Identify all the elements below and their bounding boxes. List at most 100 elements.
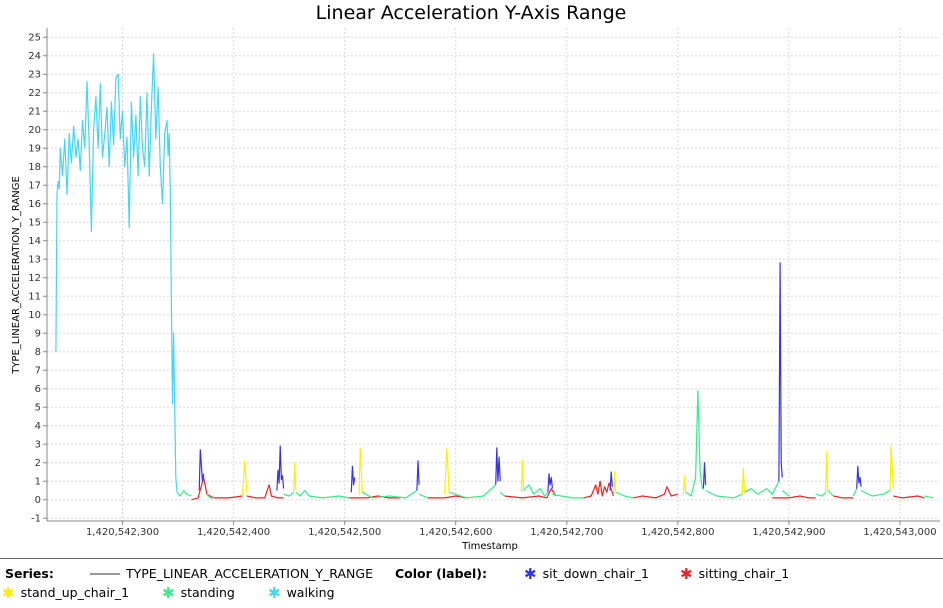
axes: -101234567891011121314151617181920212223… xyxy=(28,28,940,538)
y-tick-label: 3 xyxy=(35,440,41,451)
x-tick-label: 1,420,542,300 xyxy=(86,527,159,538)
y-tick-label: 14 xyxy=(28,236,41,247)
y-tick-label: 6 xyxy=(35,384,41,395)
chart: Linear Acceleration Y-Axis Range -101234… xyxy=(11,2,940,552)
series-sitting-chair-1 xyxy=(191,476,925,501)
y-tick-label: 12 xyxy=(28,273,41,284)
y-tick-label: 4 xyxy=(35,421,41,432)
series-line-segment xyxy=(362,490,418,499)
series-line-segment xyxy=(705,489,743,499)
y-tick-label: 17 xyxy=(28,181,41,192)
series-line-segment xyxy=(583,480,615,499)
y-tick-label: 2 xyxy=(35,458,41,469)
legend-series-name: TYPE_LINEAR_ACCELERATION_Y_RANGE xyxy=(126,566,373,581)
y-tick-label: 15 xyxy=(28,218,41,229)
legend-label-stand-up-chair-1: ✱ stand_up_chair_1 xyxy=(2,585,129,600)
y-tick-label: 13 xyxy=(28,255,41,266)
series-line-segment xyxy=(428,495,467,499)
label-color-swatch: ✱ xyxy=(680,564,693,583)
series-line-segment xyxy=(176,489,192,497)
series-line-swatch xyxy=(90,572,120,575)
series-line-segment xyxy=(293,462,297,493)
legend-label-sitting-chair-1: ✱ sitting_chair_1 xyxy=(680,566,789,581)
series-stand-up-chair-1 xyxy=(241,445,894,497)
y-tick-label: 10 xyxy=(28,310,41,321)
series-line-segment xyxy=(702,462,707,489)
y-tick-label: 0 xyxy=(35,495,41,506)
series-line-segment xyxy=(815,491,827,497)
series-line-segment xyxy=(358,447,363,495)
series-line-segment xyxy=(685,390,704,497)
y-tick-label: 7 xyxy=(35,366,41,377)
label-color-swatch: ✱ xyxy=(2,583,15,602)
series-line-segment xyxy=(552,493,584,499)
legend: Series: TYPE_LINEAR_ACCELERATION_Y_RANGE… xyxy=(0,558,943,608)
y-tick-label: 24 xyxy=(28,51,41,62)
legend-label-walking: ✱ walking xyxy=(268,585,335,600)
series-layer xyxy=(55,53,934,501)
y-tick-label: 8 xyxy=(35,347,41,358)
y-tick-label: 25 xyxy=(28,33,41,44)
series-line-segment xyxy=(860,489,891,497)
series-line-segment xyxy=(781,490,790,497)
series-line-segment xyxy=(198,449,205,491)
series-line-segment xyxy=(741,467,746,495)
label-color-swatch: ✱ xyxy=(524,564,537,583)
series-line-segment xyxy=(889,445,894,491)
series-line-segment xyxy=(523,484,549,497)
series-line-segment xyxy=(350,465,356,493)
legend-label-standing: ✱ standing xyxy=(162,585,235,600)
series-line-segment xyxy=(682,475,687,495)
series-walking xyxy=(55,53,178,493)
series-line-segment xyxy=(499,491,505,497)
y-tick-label: 9 xyxy=(35,329,41,340)
series-line-segment xyxy=(612,471,617,495)
series-line-segment xyxy=(825,451,829,493)
label-color-swatch: ✱ xyxy=(268,583,281,602)
x-tick-label: 1,420,542,900 xyxy=(752,527,825,538)
series-line-segment xyxy=(827,490,834,497)
x-tick-label: 1,420,542,800 xyxy=(641,527,714,538)
series-line-segment xyxy=(852,488,858,497)
plot-area xyxy=(47,28,940,521)
series-line-segment xyxy=(55,53,178,493)
y-tick-label: 18 xyxy=(28,162,41,173)
x-tick-label: 1,420,542,500 xyxy=(308,527,381,538)
legend-label-sit-down-chair-1: ✱ sit_down_chair_1 xyxy=(524,566,649,581)
series-line-segment xyxy=(206,493,214,499)
x-tick-label: 1,420,543,000 xyxy=(863,527,936,538)
series-line-segment xyxy=(246,484,284,499)
series-line-segment xyxy=(504,488,557,499)
label-color-swatch: ✱ xyxy=(162,583,175,602)
y-tick-label: 20 xyxy=(28,125,41,136)
series-line-segment xyxy=(495,447,501,485)
series-line-segment xyxy=(520,460,525,493)
legend-series-heading: Series: xyxy=(5,566,54,581)
series-line-segment xyxy=(833,495,854,499)
series-line-segment xyxy=(609,471,613,491)
series-line-segment xyxy=(416,460,420,491)
legend-color-heading: Color (label): xyxy=(395,566,488,581)
series-line-segment xyxy=(924,495,934,499)
y-tick-label: 11 xyxy=(28,292,41,303)
y-tick-label: 22 xyxy=(28,88,41,99)
series-line-segment xyxy=(633,486,679,499)
series-line-segment xyxy=(444,447,450,495)
series-line-segment xyxy=(547,473,553,493)
series-line-segment xyxy=(744,480,780,495)
series-line-segment xyxy=(448,484,497,499)
series-line-segment xyxy=(349,495,401,499)
x-tick-label: 1,420,542,700 xyxy=(530,527,603,538)
y-tick-label: 23 xyxy=(28,70,41,81)
series-line-segment xyxy=(615,491,634,499)
y-tick-label: 16 xyxy=(28,199,41,210)
series-standing xyxy=(176,390,934,499)
legend-label-text: sitting_chair_1 xyxy=(698,566,790,581)
series-line-segment xyxy=(241,460,248,497)
y-tick-label: 1 xyxy=(35,477,41,488)
chart-title: Linear Acceleration Y-Axis Range xyxy=(316,2,627,24)
y-tick-label: 19 xyxy=(28,144,41,155)
series-line-segment xyxy=(772,495,816,499)
legend-label-text: walking xyxy=(286,585,335,600)
series-line-segment xyxy=(856,465,862,489)
